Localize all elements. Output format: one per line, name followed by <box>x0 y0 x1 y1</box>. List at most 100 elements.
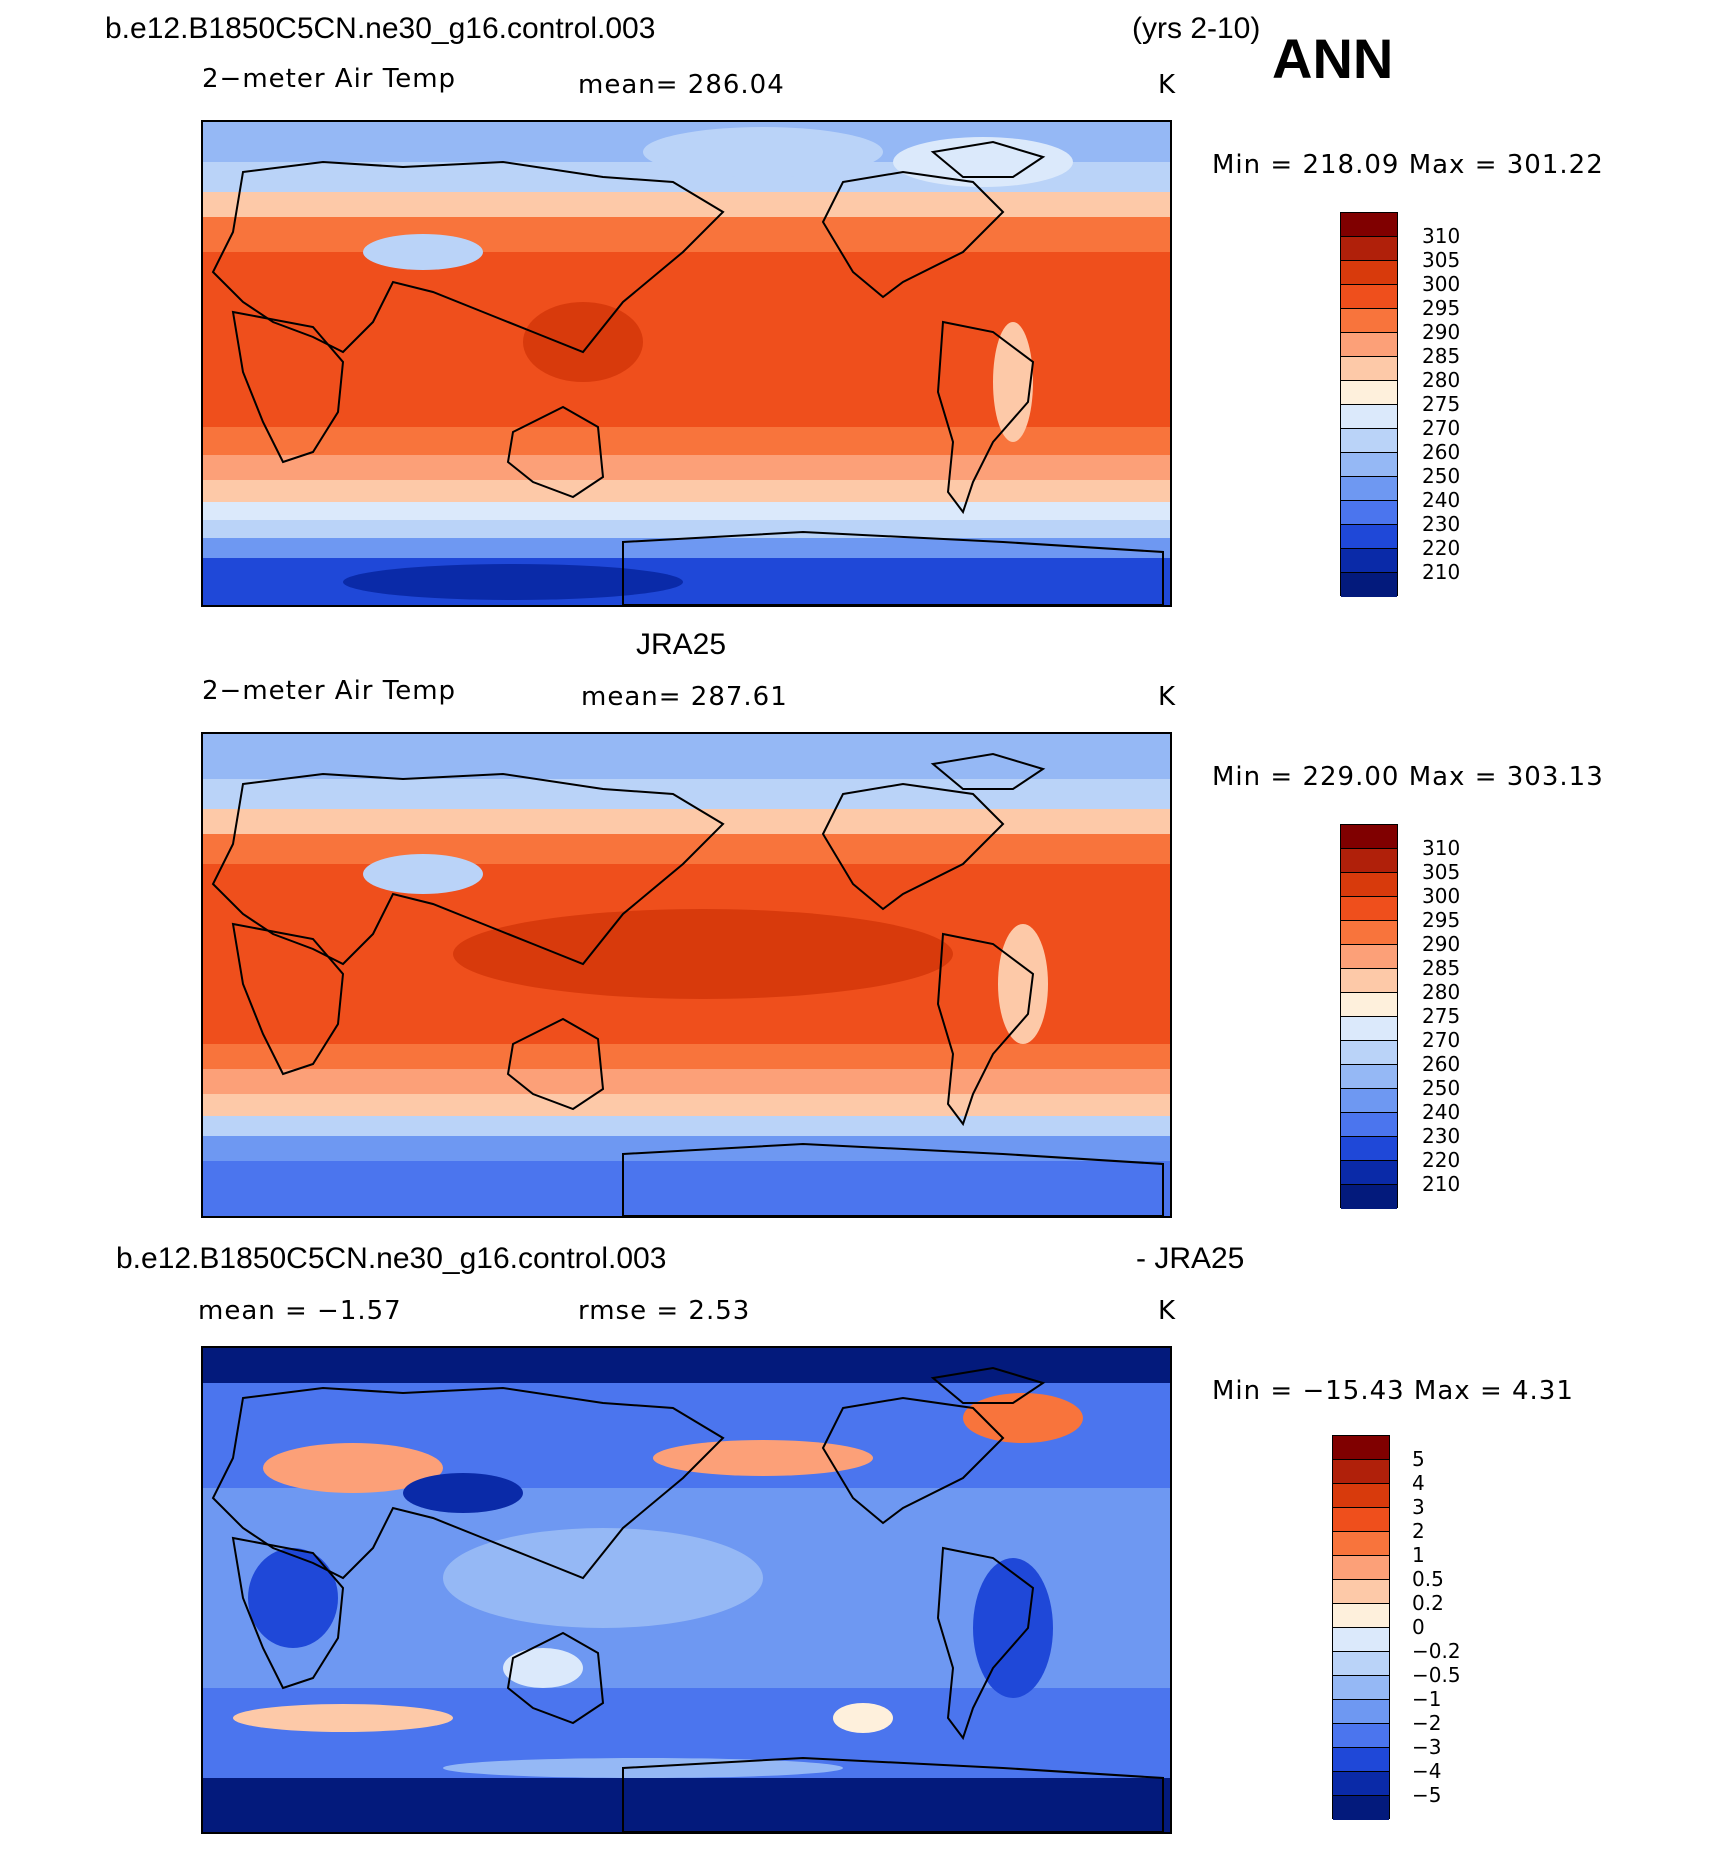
colorbar-swatch <box>1341 357 1397 381</box>
colorbar-swatch <box>1341 381 1397 405</box>
panel1-minmax-label: Min = 218.09 Max = 301.22 <box>1212 150 1604 180</box>
colorbar-swatch <box>1333 1772 1389 1796</box>
panel3-rmse-label: rmse = 2.53 <box>578 1296 751 1326</box>
panel3-minmax-label: Min = −15.43 Max = 4.31 <box>1212 1376 1574 1406</box>
colorbar-swatch <box>1341 1041 1397 1065</box>
colorbar-tick-label: 290 <box>1422 320 1461 344</box>
case-name-title: b.e12.B1850C5CN.ne30_g16.control.003 <box>105 12 656 45</box>
colorbar-tick-label: 270 <box>1422 416 1461 440</box>
colorbar-swatch <box>1333 1724 1389 1748</box>
colorbar-tick-label: 0.5 <box>1412 1567 1444 1591</box>
colorbar-tick-label: 250 <box>1422 464 1461 488</box>
colorbar-tick-label: 210 <box>1422 1172 1461 1196</box>
colorbar-swatch <box>1341 405 1397 429</box>
colorbar-tick-label: −4 <box>1412 1759 1442 1783</box>
colorbar-tick-label: 0.2 <box>1412 1591 1444 1615</box>
colorbar-swatch <box>1333 1604 1389 1628</box>
colorbar-swatch <box>1341 213 1397 237</box>
colorbar-swatch <box>1333 1556 1389 1580</box>
colorbar-tick-label: 285 <box>1422 956 1461 980</box>
colorbar-tick-label: 240 <box>1422 1100 1461 1124</box>
colorbar-tick-label: 280 <box>1422 368 1461 392</box>
colorbar-swatch <box>1333 1628 1389 1652</box>
colorbar-swatch <box>1333 1436 1389 1460</box>
colorbar-tick-label: −1 <box>1412 1687 1442 1711</box>
colorbar-swatch <box>1341 285 1397 309</box>
colorbar-swatch <box>1341 993 1397 1017</box>
colorbar-swatch <box>1341 309 1397 333</box>
colorbar-swatch <box>1341 501 1397 525</box>
colorbar-swatch <box>1341 549 1397 573</box>
colorbar-swatch <box>1341 1089 1397 1113</box>
colorbar-tick-label: 300 <box>1422 272 1461 296</box>
colorbar-tick-label: 270 <box>1422 1028 1461 1052</box>
colorbar-swatch <box>1341 921 1397 945</box>
colorbar-swatch <box>1341 453 1397 477</box>
panel2-minmax-label: Min = 229.00 Max = 303.13 <box>1212 762 1604 792</box>
panel2-title: JRA25 <box>636 628 727 661</box>
colorbar-swatch <box>1341 429 1397 453</box>
colorbar-swatch <box>1341 897 1397 921</box>
years-label: (yrs 2-10) <box>1132 12 1261 45</box>
colorbar-tick-label: −2 <box>1412 1711 1442 1735</box>
colorbar-swatch <box>1333 1652 1389 1676</box>
panel1-variable-label: 2−meter Air Temp <box>202 64 457 94</box>
colorbar-swatch <box>1341 1065 1397 1089</box>
panel3-colorbar <box>1332 1435 1390 1820</box>
colorbar-swatch <box>1333 1700 1389 1724</box>
colorbar-swatch <box>1333 1532 1389 1556</box>
colorbar-swatch <box>1341 333 1397 357</box>
colorbar-tick-label: −5 <box>1412 1783 1442 1807</box>
colorbar-swatch <box>1333 1508 1389 1532</box>
colorbar-swatch <box>1333 1748 1389 1772</box>
colorbar-tick-label: 3 <box>1412 1495 1425 1519</box>
colorbar-swatch <box>1341 1185 1397 1209</box>
colorbar-tick-label: 280 <box>1422 980 1461 1004</box>
colorbar-swatch <box>1333 1484 1389 1508</box>
colorbar-swatch <box>1341 1137 1397 1161</box>
colorbar-swatch <box>1341 969 1397 993</box>
colorbar-tick-label: 230 <box>1422 512 1461 536</box>
colorbar-tick-label: 305 <box>1422 248 1461 272</box>
colorbar-swatch <box>1341 849 1397 873</box>
colorbar-swatch <box>1341 1161 1397 1185</box>
panel2-colorbar <box>1340 824 1398 1209</box>
colorbar-tick-label: 2 <box>1412 1519 1425 1543</box>
panel2-mean-label: mean= 287.61 <box>581 682 788 712</box>
colorbar-swatch <box>1341 1017 1397 1041</box>
panel1-colorbar <box>1340 212 1398 597</box>
panel2-jra25-map <box>201 732 1172 1218</box>
season-label: ANN <box>1272 27 1394 90</box>
colorbar-tick-label: 210 <box>1422 560 1461 584</box>
colorbar-tick-label: 275 <box>1422 392 1461 416</box>
colorbar-tick-label: −0.5 <box>1412 1663 1461 1687</box>
panel1-mean-label: mean= 286.04 <box>578 70 785 100</box>
panel1-model-map <box>201 120 1172 607</box>
colorbar-tick-label: 305 <box>1422 860 1461 884</box>
colorbar-swatch <box>1341 261 1397 285</box>
colorbar-tick-label: 240 <box>1422 488 1461 512</box>
panel3-title-left: b.e12.B1850C5CN.ne30_g16.control.003 <box>116 1242 667 1275</box>
colorbar-swatch <box>1333 1796 1389 1820</box>
panel3-difference-map <box>201 1346 1172 1834</box>
colorbar-tick-label: 260 <box>1422 440 1461 464</box>
colorbar-tick-label: −0.2 <box>1412 1639 1461 1663</box>
colorbar-swatch <box>1333 1580 1389 1604</box>
colorbar-tick-label: 0 <box>1412 1615 1425 1639</box>
panel1-units-label: K <box>1158 70 1177 100</box>
colorbar-tick-label: 285 <box>1422 344 1461 368</box>
colorbar-tick-label: 295 <box>1422 296 1461 320</box>
colorbar-swatch <box>1341 573 1397 597</box>
colorbar-swatch <box>1341 1113 1397 1137</box>
colorbar-tick-label: −3 <box>1412 1735 1442 1759</box>
panel3-units-label: K <box>1158 1296 1177 1326</box>
colorbar-tick-label: 4 <box>1412 1471 1425 1495</box>
colorbar-tick-label: 300 <box>1422 884 1461 908</box>
colorbar-tick-label: 230 <box>1422 1124 1461 1148</box>
colorbar-swatch <box>1341 873 1397 897</box>
colorbar-tick-label: 275 <box>1422 1004 1461 1028</box>
colorbar-swatch <box>1341 945 1397 969</box>
colorbar-tick-label: 250 <box>1422 1076 1461 1100</box>
colorbar-tick-label: 220 <box>1422 1148 1461 1172</box>
colorbar-swatch <box>1341 477 1397 501</box>
